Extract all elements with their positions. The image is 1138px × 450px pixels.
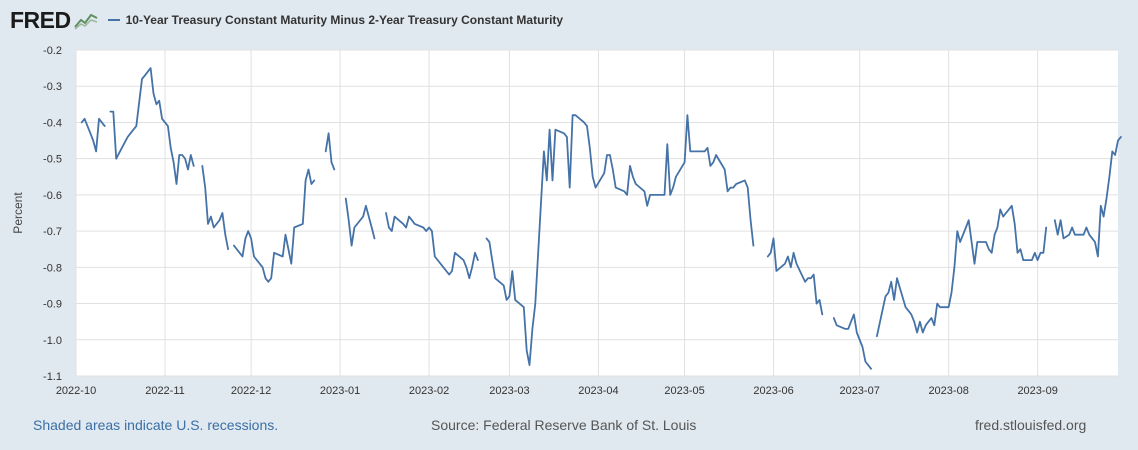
series-segment[interactable] bbox=[766, 237, 824, 316]
x-tick-label: 2023-05 bbox=[664, 385, 704, 397]
chart-header: FRED 10-Year Treasury Constant Maturity … bbox=[10, 6, 563, 34]
legend-line-icon bbox=[107, 19, 120, 21]
series-segment[interactable] bbox=[324, 132, 336, 171]
y-tick-label: -0.3 bbox=[43, 81, 62, 93]
series-segment[interactable] bbox=[80, 117, 106, 153]
x-tick-label: 2022-12 bbox=[231, 385, 271, 397]
grid-lines bbox=[75, 49, 1118, 377]
y-tick-label: -0.4 bbox=[43, 117, 62, 129]
x-tick-label: 2023-03 bbox=[489, 385, 529, 397]
x-tick-label: 2023-07 bbox=[839, 385, 879, 397]
x-tick-label: 2023-04 bbox=[578, 385, 618, 397]
series-segment[interactable] bbox=[385, 212, 479, 280]
y-tick-label: -1.0 bbox=[43, 335, 62, 347]
y-tick-label: -0.5 bbox=[43, 154, 62, 166]
y-tick-label: -0.7 bbox=[43, 226, 62, 238]
x-axis-ticks: 2022-10 2022-11 2022-12 2023-01 2023-02 2023-… bbox=[56, 385, 1058, 397]
series-segment[interactable] bbox=[344, 197, 376, 247]
y-tick-label: -0.9 bbox=[43, 299, 62, 311]
series-segment[interactable] bbox=[876, 204, 1048, 338]
x-tick-label: 2023-01 bbox=[320, 385, 360, 397]
x-tick-label: 2023-06 bbox=[753, 385, 793, 397]
y-tick-label: -0.2 bbox=[43, 45, 62, 57]
plot-area bbox=[76, 50, 1118, 376]
series-segment[interactable] bbox=[1053, 135, 1122, 258]
series-segment[interactable] bbox=[201, 164, 230, 251]
x-tick-label: 2023-09 bbox=[1017, 385, 1057, 397]
fred-logo[interactable]: FRED bbox=[10, 6, 71, 33]
legend-label[interactable]: 10-Year Treasury Constant Maturity Minus… bbox=[125, 13, 564, 27]
y-axis-ticks: -1.1 -1.0 -0.9 -0.8 -0.7 -0.6 -0.5 -0.4 -0.3 -0.2 bbox=[43, 45, 62, 383]
fred-chart-logo-icon bbox=[73, 10, 98, 30]
series-segment[interactable] bbox=[832, 313, 872, 370]
y-tick-label: -0.6 bbox=[43, 190, 62, 202]
source-note: Source: Federal Reserve Bank of St. Loui… bbox=[431, 417, 697, 433]
x-tick-label: 2022-11 bbox=[145, 385, 185, 397]
x-tick-label: 2023-08 bbox=[928, 385, 968, 397]
y-axis-label: Percent bbox=[11, 192, 25, 234]
y-tick-label: -0.8 bbox=[43, 262, 62, 274]
recession-note[interactable]: Shaded areas indicate U.S. recessions. bbox=[33, 417, 279, 433]
series-segment[interactable] bbox=[232, 168, 316, 283]
series-segment[interactable] bbox=[109, 67, 195, 185]
series-line[interactable] bbox=[80, 67, 1122, 370]
y-tick-label: -1.1 bbox=[43, 371, 62, 383]
x-tick-label: 2023-02 bbox=[409, 385, 449, 397]
line-chart: -1.1 -1.0 -0.9 -0.8 -0.7 -0.6 -0.5 -0.4 -0.3 -0.2… bbox=[11, 45, 1122, 397]
x-tick-label: 2022-10 bbox=[56, 385, 96, 397]
series-segment[interactable] bbox=[485, 114, 755, 367]
site-link[interactable]: fred.stlouisfed.org bbox=[975, 417, 1087, 433]
